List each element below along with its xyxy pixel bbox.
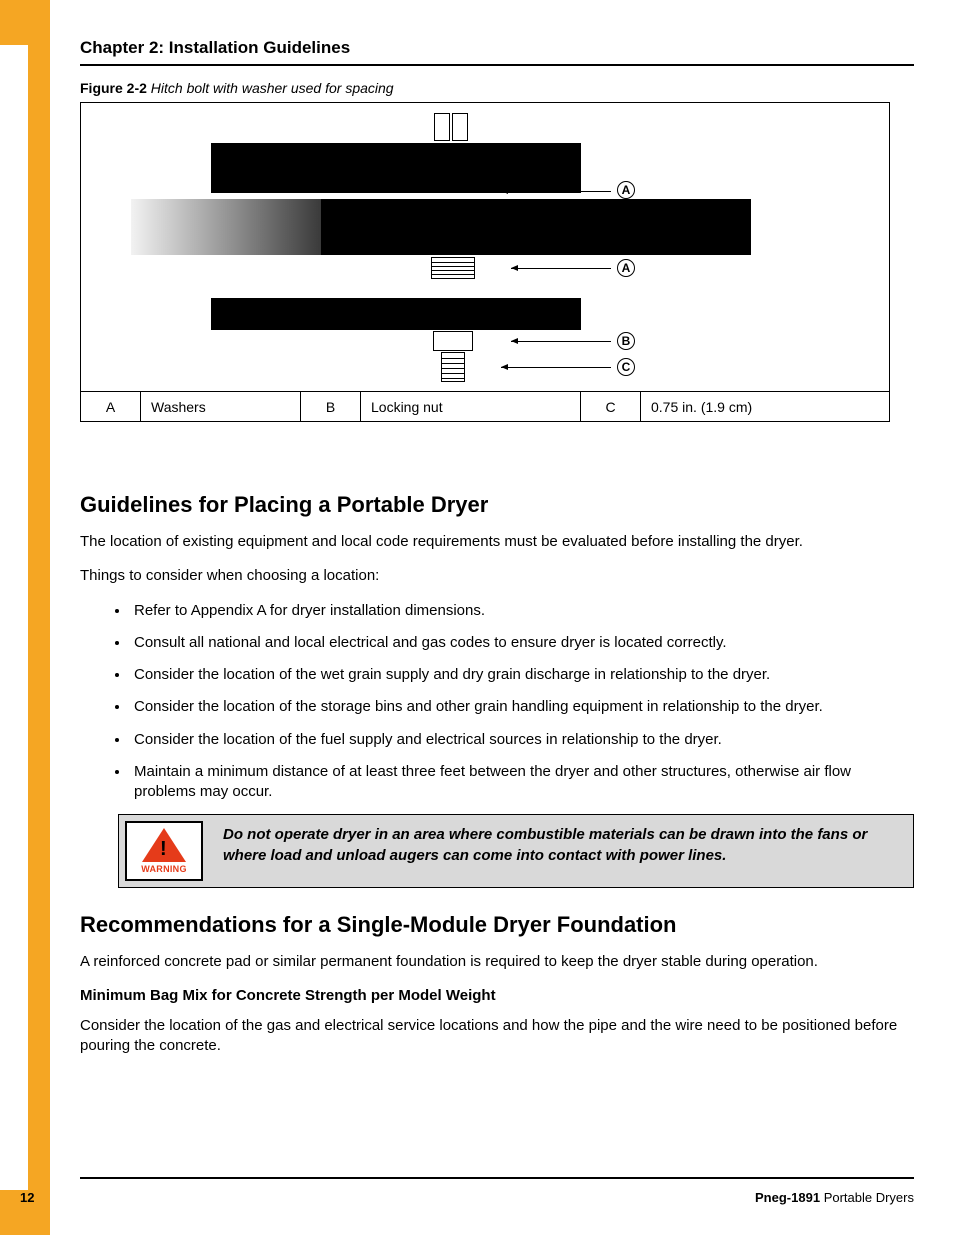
list-item: Consider the location of the fuel supply… [130,730,914,750]
beam-lower [211,298,581,330]
legend-val-b: Locking nut [361,392,581,421]
lead-b [511,341,611,342]
doc-id: Pneg-1891 Portable Dryers [755,1190,914,1205]
beam-mid [321,199,751,255]
bolt-thread [441,352,465,382]
callout-a2: A [617,259,635,277]
figure-box: A A B C A Washers B Locking nut C 0.75 i… [80,102,890,422]
figure-caption-text: Hitch bolt with washer used for spacing [151,80,394,96]
callout-a1: A [617,181,635,199]
section-foundation-p2: Consider the location of the gas and ele… [80,1016,914,1057]
section-guidelines-intro: The location of existing equipment and l… [80,532,914,552]
callout-c: C [617,358,635,376]
list-item: Consider the location of the storage bin… [130,697,914,717]
footer-rule [80,1177,914,1179]
beam-top [211,143,581,193]
legend-key-c: C [581,392,641,421]
warning-text: Do not operate dryer in an area where co… [209,815,913,887]
figure-legend: A Washers B Locking nut C 0.75 in. (1.9 … [81,391,889,421]
page-footer: 12 Pneg-1891 Portable Dryers [20,1190,914,1205]
page-number: 12 [20,1190,34,1205]
callout-b: B [617,332,635,350]
doc-code: Pneg-1891 [755,1190,820,1205]
section-foundation-p1: A reinforced concrete pad or similar per… [80,952,914,972]
warning-triangle-icon [142,828,186,862]
figure-label: Figure 2-2 [80,80,147,96]
margin-bar-top [0,0,50,45]
guidelines-list: Refer to Appendix A for dryer installati… [80,601,914,803]
page-content: Chapter 2: Installation Guidelines Figur… [80,38,914,1070]
list-item: Consider the location of the wet grain s… [130,665,914,685]
legend-key-b: B [301,392,361,421]
chapter-title: Chapter 2: Installation Guidelines [80,38,914,66]
lead-a2 [511,268,611,269]
list-item: Consult all national and local electrica… [130,633,914,653]
bolt-head-left [434,113,450,141]
washer-stack [431,257,475,279]
warning-icon: WARNING [125,821,203,881]
legend-val-a: Washers [141,392,301,421]
list-item: Maintain a minimum distance of at least … [130,762,914,803]
legend-key-a: A [81,392,141,421]
locking-nut [433,331,473,351]
section-guidelines-lead: Things to consider when choosing a locat… [80,566,914,586]
doc-title: Portable Dryers [824,1190,914,1205]
section-guidelines-title: Guidelines for Placing a Portable Dryer [80,492,914,518]
warning-box: WARNING Do not operate dryer in an area … [118,814,914,888]
section-foundation-sub: Minimum Bag Mix for Concrete Strength pe… [80,987,914,1004]
beam-grad [131,199,321,255]
list-item: Refer to Appendix A for dryer installati… [130,601,914,621]
warning-icon-cell: WARNING [119,815,209,887]
legend-val-c: 0.75 in. (1.9 cm) [641,392,889,421]
margin-bar [28,0,50,1235]
section-foundation-title: Recommendations for a Single-Module Drye… [80,912,914,938]
bolt-head-right [452,113,468,141]
figure-caption: Figure 2-2 Hitch bolt with washer used f… [80,80,914,96]
hitch-bolt-diagram: A A B C [81,103,889,391]
warning-label: WARNING [141,864,187,874]
lead-a1 [501,191,611,192]
lead-c [501,367,611,368]
